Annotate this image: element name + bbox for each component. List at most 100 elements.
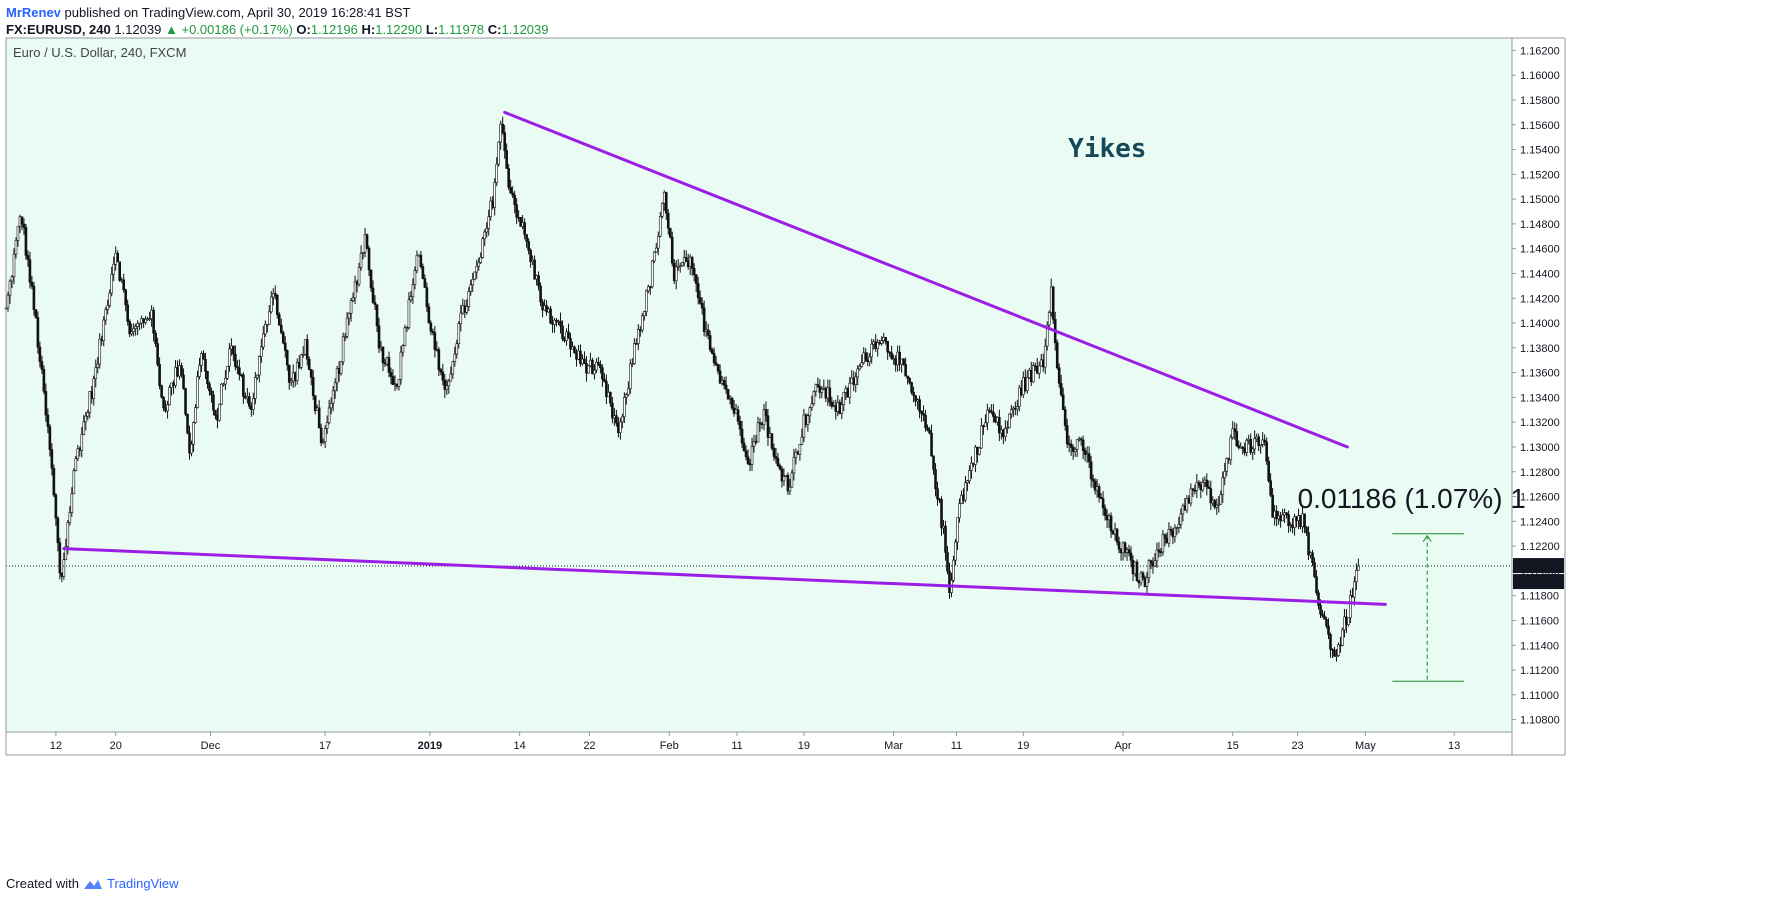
y-tick-label: 1.13600 [1520,368,1560,380]
candle-body [904,364,907,377]
candle-body [708,335,712,350]
candle-body [499,123,502,143]
publish-line: MrRenev published on TradingView.com, Ap… [6,4,549,21]
candle-body [1087,453,1091,463]
candle-body [387,357,391,373]
y-tick-label: 1.13800 [1520,343,1560,355]
candle-body [30,281,34,287]
candle-body [437,349,441,370]
candle-body [1293,516,1296,528]
candle-body [840,404,844,414]
candle-body [786,474,790,492]
candle-body [1006,427,1009,429]
candle-body [158,364,161,386]
candle-body [273,293,277,296]
candle-body [6,294,10,309]
candle-body [445,385,449,390]
candle-body [1031,365,1035,383]
candle-body [1055,342,1059,369]
countdown-tag [1513,574,1564,590]
candle-body [920,410,923,414]
candle-body [40,361,44,370]
candle-body [1123,542,1127,553]
candle-body [1141,572,1145,579]
candle-body [583,358,586,364]
candle-body [1319,605,1322,615]
candle-body [10,276,14,282]
candle-body [525,234,528,242]
candle-body [118,261,121,281]
candle-body [1173,527,1177,538]
candle-body [349,300,353,314]
y-tick-label: 1.14800 [1520,219,1560,231]
y-tick-label: 1.13400 [1520,392,1560,404]
candle-body [798,444,802,455]
candle-body [407,299,411,328]
candle-body [455,343,459,355]
candle-body [289,380,293,383]
candle-body [1177,524,1181,528]
candle-body [1155,549,1159,562]
candle-body [876,342,879,349]
candle-body [880,340,883,344]
candle-body [309,369,313,378]
last-value: 1.12039 [114,22,162,37]
candle-body [1205,479,1209,488]
candle-body [469,284,473,292]
candle-body [810,403,814,409]
candle-body [656,235,660,249]
candle-body [553,319,556,325]
candle-body [1018,387,1021,407]
candle-body [1147,560,1151,578]
candle-body [633,343,636,364]
candles-layer [4,116,1360,662]
candle-body [778,465,782,469]
candle-body [232,345,235,355]
candle-body [515,204,518,218]
candle-body [345,317,349,337]
candle-body [1033,365,1037,367]
price-chart[interactable]: 0.01186 (1.07%) 1 Yikes Euro / U.S. Doll… [0,0,1788,870]
candle-body [597,361,600,365]
candle-body [331,390,335,404]
candle-body [413,270,417,285]
candle-body [1249,438,1252,453]
candle-body [537,275,540,287]
axes-layer: 1.10800 1.11000 1.11200 1.11400 1.11600 1.118… [5,37,1566,756]
candle-body [1101,498,1105,509]
candle-body [28,259,32,283]
candle-body [914,395,917,402]
candle-body [1329,634,1332,650]
candle-body [401,345,405,353]
candle-body [609,392,612,404]
candle-body [1079,438,1083,441]
candle-body [1047,312,1051,326]
candle-body [333,382,337,392]
candle-body [529,249,532,263]
candle-body [1245,440,1249,453]
candle-body [830,401,834,407]
candle-body [108,292,112,306]
candle-body [706,329,710,336]
y-tick-label: 1.15000 [1520,194,1560,206]
candle-body [509,186,512,194]
candle-body [110,273,114,294]
candle-body [471,279,475,286]
candle-body [68,512,72,523]
candle-body [730,397,734,409]
ohlc-line: FX:EURUSD, 240 1.12039 ▲ +0.00186 (+0.17… [6,21,549,38]
candle-body [952,559,955,581]
candle-body [307,358,311,370]
candle-body [238,367,241,375]
candle-body [1207,486,1211,489]
candle-body [1016,406,1019,410]
y-tick-label: 1.16000 [1520,70,1560,82]
tradingview-link[interactable]: TradingView [106,876,179,891]
candle-body [912,392,915,396]
y-tick-label: 1.14200 [1520,293,1560,305]
author-link[interactable]: MrRenev [6,5,61,20]
candle-body [128,321,131,335]
candle-body [343,336,347,338]
candle-body [908,378,911,383]
candle-body [493,182,497,208]
